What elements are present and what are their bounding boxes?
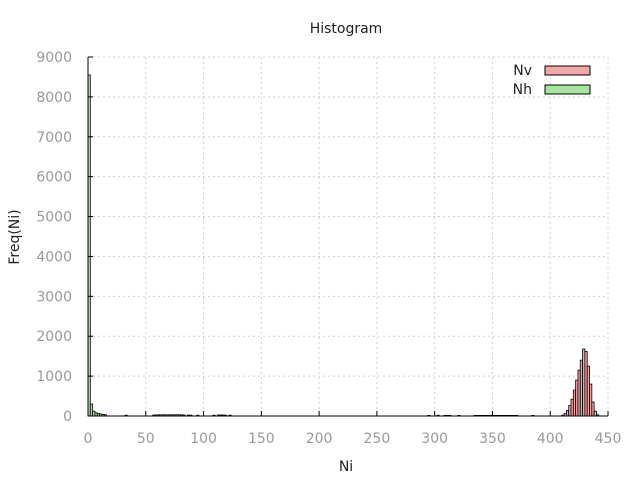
legend-swatch-nh: [544, 84, 591, 95]
legend: Nv Nh: [513, 63, 591, 98]
series-nh: [87, 74, 535, 417]
x-tick-label: 250: [364, 431, 391, 447]
x-tick-label: 0: [84, 431, 93, 447]
y-tick-label: 5000: [36, 210, 72, 226]
x-tick-label: 350: [479, 431, 506, 447]
bars-layer: [87, 74, 600, 417]
y-tick-label: 4000: [36, 249, 72, 265]
tick-labels: 0 50 100 150 200 250 300 350 400 450 0 1000 2000 3000…: [36, 50, 621, 447]
x-tick-label: 50: [137, 431, 155, 447]
x-axis-title: Ni: [339, 459, 353, 475]
legend-item-nv: Nv: [513, 63, 591, 79]
y-tick-label: 8000: [36, 90, 72, 106]
series-nv: [561, 348, 600, 417]
x-tick-label: 450: [595, 431, 622, 447]
y-axis-title: Freq(Ni): [7, 209, 23, 264]
legend-item-nh: Nh: [513, 82, 591, 98]
legend-label-nv: Nv: [513, 63, 532, 79]
chart-title: Histogram: [310, 21, 383, 37]
y-tick-label: 3000: [36, 289, 72, 305]
y-tick-label: 1000: [36, 369, 72, 385]
grid-lines: [87, 56, 609, 417]
y-tick-label: 0: [63, 409, 72, 425]
y-tick-label: 7000: [36, 130, 72, 146]
x-tick-label: 400: [537, 431, 564, 447]
y-tick-label: 6000: [36, 170, 72, 186]
x-tick-label: 200: [306, 431, 333, 447]
legend-label-nh: Nh: [513, 82, 532, 98]
legend-swatch-nv: [544, 65, 591, 76]
axes: [87, 56, 609, 417]
y-tick-label: 9000: [36, 50, 72, 66]
x-tick-label: 300: [421, 431, 448, 447]
y-tick-label: 2000: [36, 329, 72, 345]
x-tick-label: 150: [248, 431, 275, 447]
x-tick-label: 100: [190, 431, 217, 447]
